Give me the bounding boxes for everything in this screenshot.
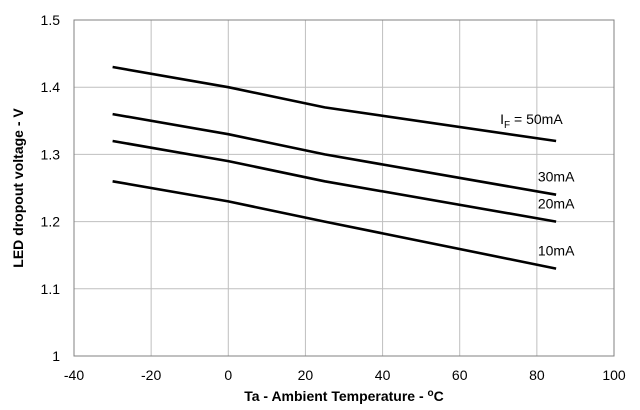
x-axis-title-unit: C	[434, 388, 444, 404]
series-label-10mA: 10mA	[538, 243, 575, 259]
y-tick-label: 1.2	[41, 214, 61, 230]
x-axis-title-degree: o	[428, 388, 434, 399]
series-label-50mA: IF = 50mA	[500, 111, 563, 131]
series-label-20mA: 20mA	[538, 196, 575, 212]
y-axis-title: LED dropout voltage - V	[10, 108, 26, 268]
x-tick-label: 40	[375, 367, 391, 383]
y-tick-label: 1.5	[41, 12, 61, 28]
x-tick-label: 100	[602, 367, 626, 383]
y-tick-label: 1.1	[41, 281, 61, 297]
y-tick-label: 1.4	[41, 79, 61, 95]
series-line-50mA	[112, 65, 557, 143]
y-tick-label: 1.3	[41, 146, 61, 162]
series-line-20mA	[112, 139, 557, 223]
grid	[74, 20, 614, 356]
x-tick-label: -20	[141, 367, 161, 383]
x-tick-label: 60	[452, 367, 468, 383]
x-axis-title: Ta - Ambient Temperature - oC	[244, 388, 444, 404]
x-axis-title-text: Ta - Ambient Temperature -	[244, 388, 427, 404]
y-tick-label: 1	[52, 348, 60, 364]
series-line-10mA	[112, 180, 557, 270]
series-labels: IF = 50mA 30mA 20mA 10mA	[500, 111, 575, 259]
series-lines	[112, 65, 557, 270]
x-tick-label: 20	[298, 367, 314, 383]
plot-frame	[73, 19, 615, 357]
x-tick-label: 0	[224, 367, 232, 383]
series-line-30mA	[112, 112, 557, 196]
x-tick-label: -40	[64, 367, 84, 383]
tick-labels: -40 -20 0 20 40 60 80 100 1 1.1 1.2 1.3 1.4 1.5	[41, 12, 626, 383]
series-label-30mA: 30mA	[538, 169, 575, 185]
x-tick-label: 80	[529, 367, 545, 383]
